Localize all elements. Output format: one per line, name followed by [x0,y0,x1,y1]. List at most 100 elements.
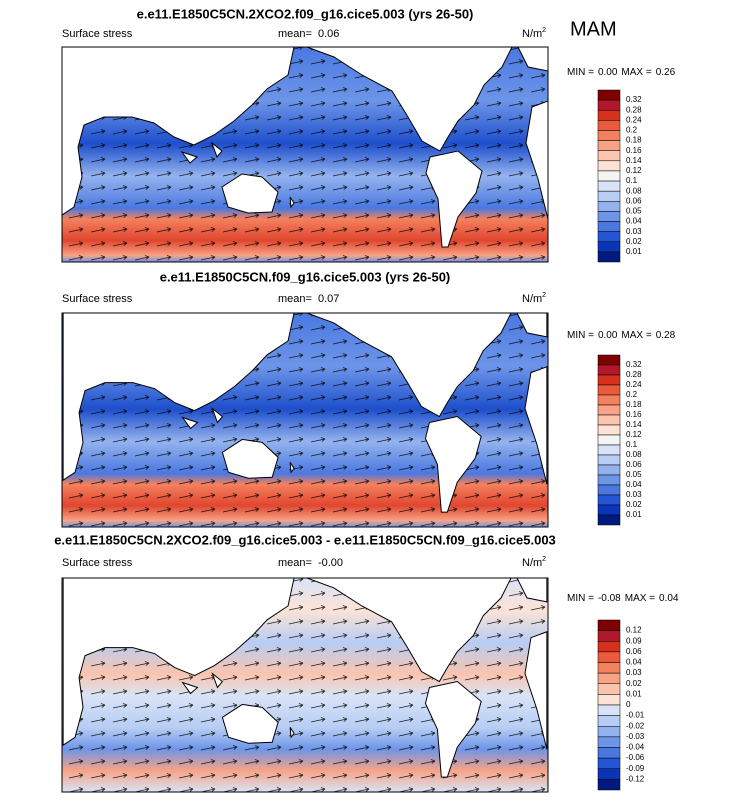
colorbar-label: 0.06 [626,647,642,656]
colorbar-label: 0.14 [626,156,642,165]
panel: e.e11.E1850C5CN.f09_g16.cice5.003 (yrs 2… [61,269,676,528]
colorbar-label: 0.14 [626,420,642,429]
colorbar-label: -0.09 [626,764,645,773]
colorbar-box [597,484,621,496]
min-label: MIN = [567,330,594,341]
colorbar-label: 0.1 [626,440,638,449]
panel-title: e.e11.E1850C5CN.2XCO2.f09_g16.cice5.003 … [54,532,556,547]
colorbar-box [597,779,621,791]
max-value: 0.04 [659,593,679,604]
units-exp: 2 [542,556,546,563]
units: N/m2 [522,556,546,569]
mean-label: mean= [278,28,312,40]
colorbar-label: 0.08 [626,186,642,195]
colorbar-box [597,494,621,506]
min-label: MIN = [567,593,594,604]
colorbar-label: 0.28 [626,105,642,114]
colorbar-box [597,89,621,101]
colorbar-box [597,672,621,684]
units-base: N/m [522,293,542,305]
colorbar-label: 0.1 [626,176,638,185]
colorbar-box [597,190,621,202]
colorbar-box [597,364,621,376]
mean-text: mean= -0.00 [278,557,343,569]
colorbar-box [597,662,621,674]
colorbar-box [597,201,621,212]
colorbar-label: 0.06 [626,460,642,469]
colorbar-box [597,434,621,446]
colorbar-box [597,694,621,706]
colorbar-box [597,140,621,151]
colorbar-label: 0.24 [626,380,642,389]
colorbar-box [597,704,621,716]
colorbar-box [597,150,621,162]
colorbar-box [597,444,621,456]
colorbar-box [597,424,621,436]
max-label: MAX = [625,593,655,604]
colorbar-box [597,130,621,141]
colorbar-box [597,464,621,476]
colorbar-box [597,504,621,516]
mean-value: -0.00 [318,557,343,569]
map-frame [61,46,549,263]
colorbar-label: 0.05 [626,207,642,216]
colorbar-label: 0.12 [626,430,642,439]
colorbar-box [597,394,621,406]
colorbar-label: 0.2 [626,126,638,135]
colorbar-label: 0.04 [626,658,642,667]
panel: e.e11.E1850C5CN.2XCO2.f09_g16.cice5.003 … [54,532,679,793]
colorbar-label: 0.12 [626,166,642,175]
colorbar-box [597,715,621,727]
mean-label: mean= [278,293,312,305]
panel-title: e.e11.E1850C5CN.2XCO2.f09_g16.cice5.003 … [137,6,474,21]
colorbar-label: 0.03 [626,490,642,499]
colorbar-box [597,99,621,111]
colorbar-label: -0.04 [626,743,645,752]
colorbar-box [597,454,621,466]
colorbar-label: 0.04 [626,217,642,226]
field-label: Surface stress [62,557,133,569]
colorbar-label: 0.18 [626,136,642,145]
colorbar-label: 0.06 [626,196,642,205]
map-frame [61,577,549,793]
colorbar-label: 0.01 [626,247,642,256]
map-frame [61,312,549,528]
colorbar-label: 0.02 [626,500,642,509]
colorbar-label: 0.01 [626,689,642,698]
colorbar-box [597,170,621,182]
min-value: -0.08 [598,593,621,604]
mean-text: mean= 0.07 [278,293,339,305]
colorbar-box [597,251,621,263]
min-max: MIN = -0.08 MAX = 0.04 [567,593,679,604]
colorbar-box [597,241,621,253]
min-label: MIN = [567,67,594,78]
colorbar-label: -0.12 [626,774,645,783]
colorbar-label: 0.28 [626,370,642,379]
mean-value: 0.07 [318,293,339,305]
max-label: MAX = [621,67,651,78]
units-exp: 2 [542,27,546,34]
colorbar-box [597,736,621,748]
colorbar-box [597,160,621,172]
colorbar-label: 0 [626,700,631,709]
units: N/m2 [522,292,546,305]
colorbar-box [597,757,621,769]
colorbar-label: 0.32 [626,360,642,369]
max-value: 0.28 [656,330,676,341]
colorbar-box [597,384,621,396]
max-label: MAX = [621,330,651,341]
mean-label: mean= [278,557,312,569]
colorbar-label: -0.03 [626,732,645,741]
colorbar-label: 0.03 [626,227,642,236]
colorbar-label: 0.01 [626,510,642,519]
colorbar-box [597,404,621,416]
colorbar-box [597,221,621,232]
mean-text: mean= 0.06 [278,28,339,40]
colorbar-box [597,651,621,663]
min-value: 0.00 [598,330,618,341]
colorbar-box [597,354,621,366]
colorbar-label: 0.02 [626,237,642,246]
min-max: MIN = 0.00 MAX = 0.26 [567,67,676,78]
colorbar-box [597,768,621,780]
colorbar-box [597,641,621,653]
